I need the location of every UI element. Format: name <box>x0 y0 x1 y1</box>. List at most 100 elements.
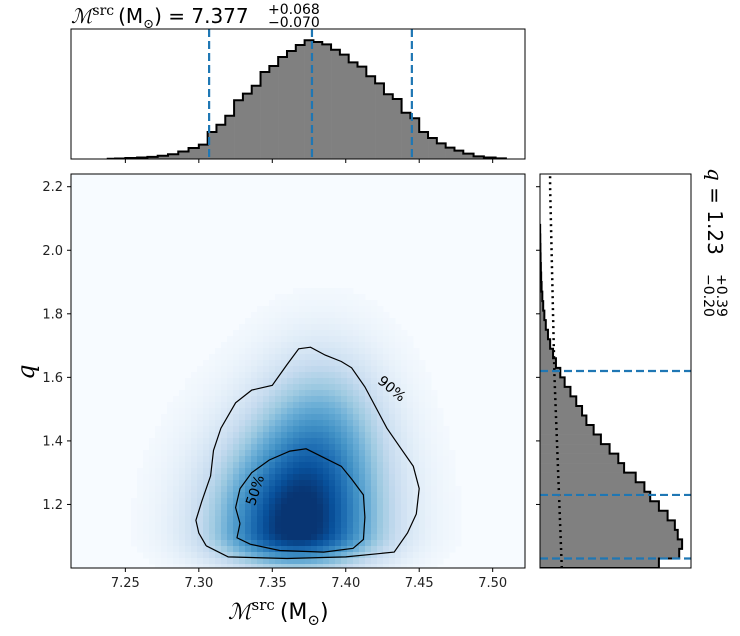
heatmap-cell <box>191 378 198 385</box>
heatmap-cell <box>203 384 210 391</box>
heatmap-cell <box>353 294 360 301</box>
heatmap-cell <box>341 528 348 535</box>
top-hist-bar <box>198 144 208 159</box>
heatmap-cell <box>161 486 168 493</box>
heatmap-cell <box>149 528 156 535</box>
heatmap-cell <box>203 414 210 421</box>
heatmap-cell <box>227 480 234 487</box>
heatmap-cell <box>317 528 324 535</box>
heatmap-cell <box>263 378 270 385</box>
heatmap-cell <box>353 540 360 547</box>
heatmap-cell <box>323 336 330 343</box>
heatmap-cell <box>215 360 222 367</box>
heatmap-cell <box>191 492 198 499</box>
heatmap-cell <box>437 546 444 553</box>
heatmap-cell <box>401 462 408 469</box>
heatmap-cell <box>185 522 192 529</box>
heatmap-cell <box>161 492 168 499</box>
heatmap-cell <box>413 486 420 493</box>
right-panel-frame <box>539 173 692 569</box>
heatmap-cell <box>341 300 348 307</box>
heatmap-cell <box>317 432 324 439</box>
heatmap-cell <box>353 510 360 517</box>
heatmap-cell <box>269 510 276 517</box>
heatmap-cell <box>155 558 162 565</box>
heatmap-cell <box>437 462 444 469</box>
heatmap-cell <box>323 354 330 361</box>
top-hist-bar <box>167 154 179 159</box>
heatmap-cell <box>137 546 144 553</box>
heatmap-cell <box>245 486 252 493</box>
heatmap-cell <box>185 528 192 535</box>
heatmap-cell <box>419 546 426 553</box>
heatmap-cell <box>347 420 354 427</box>
heatmap-cell <box>173 522 180 529</box>
heatmap-cell <box>455 486 462 493</box>
heatmap-cell <box>215 564 222 568</box>
top-hist-bar <box>313 42 323 159</box>
heatmap-cell <box>347 336 354 343</box>
heatmap-cell <box>155 432 162 439</box>
heatmap-cell <box>275 372 282 379</box>
heatmap-cell <box>173 540 180 547</box>
heatmap-cell <box>167 474 174 481</box>
heatmap-cell <box>329 414 336 421</box>
heatmap-cell <box>275 492 282 499</box>
heatmap-cell <box>431 486 438 493</box>
heatmap-cell <box>227 564 234 568</box>
heatmap-cell <box>419 450 426 457</box>
top-hist-bar <box>286 51 297 159</box>
heatmap-cell <box>275 294 282 301</box>
heatmap-cell <box>269 558 276 565</box>
heatmap-cell <box>173 558 180 565</box>
heatmap-cell <box>185 384 192 391</box>
heatmap-cell <box>335 432 342 439</box>
heatmap-cell <box>131 540 138 547</box>
right-hist-bar <box>540 367 561 378</box>
heatmap-cell <box>161 522 168 529</box>
heatmap-cell <box>221 468 228 475</box>
heatmap-cell <box>275 414 282 421</box>
heatmap-cell <box>245 360 252 367</box>
heatmap-cell <box>173 450 180 457</box>
heatmap-cell <box>419 396 426 403</box>
heatmap-cell <box>203 552 210 559</box>
heatmap-cell <box>263 432 270 439</box>
heatmap-cell <box>335 426 342 433</box>
heatmap-cell <box>287 480 294 487</box>
heatmap-cell <box>365 534 372 541</box>
heatmap-cell <box>233 528 240 535</box>
heatmap-cell <box>251 408 258 415</box>
heatmap-cell <box>143 540 150 547</box>
heatmap-cell <box>203 546 210 553</box>
heatmap-cell <box>251 492 258 499</box>
heatmap-cell <box>347 402 354 409</box>
heatmap-cell <box>347 342 354 349</box>
heatmap-cell <box>299 444 306 451</box>
heatmap-cell <box>245 498 252 505</box>
heatmap-cell <box>281 480 288 487</box>
heatmap-cell <box>203 366 210 373</box>
heatmap-cell <box>401 546 408 553</box>
heatmap-cell <box>275 330 282 337</box>
heatmap-cell <box>413 432 420 439</box>
heatmap-cell <box>431 408 438 415</box>
heatmap-cell <box>263 426 270 433</box>
heatmap-cell <box>209 564 216 568</box>
heatmap-cell <box>371 444 378 451</box>
heatmap-cell <box>227 474 234 481</box>
heatmap-cell <box>281 432 288 439</box>
heatmap-cell <box>383 480 390 487</box>
heatmap-cell <box>239 558 246 565</box>
heatmap-cell <box>179 456 186 463</box>
heatmap-cell <box>353 348 360 355</box>
heatmap-cell <box>413 444 420 451</box>
heatmap-cell <box>311 306 318 313</box>
heatmap-cell <box>287 462 294 469</box>
heatmap-cell <box>239 486 246 493</box>
heatmap-cell <box>347 456 354 463</box>
heatmap-cell <box>287 444 294 451</box>
heatmap-cell <box>311 540 318 547</box>
heatmap-cell <box>299 366 306 373</box>
heatmap-cell <box>299 354 306 361</box>
